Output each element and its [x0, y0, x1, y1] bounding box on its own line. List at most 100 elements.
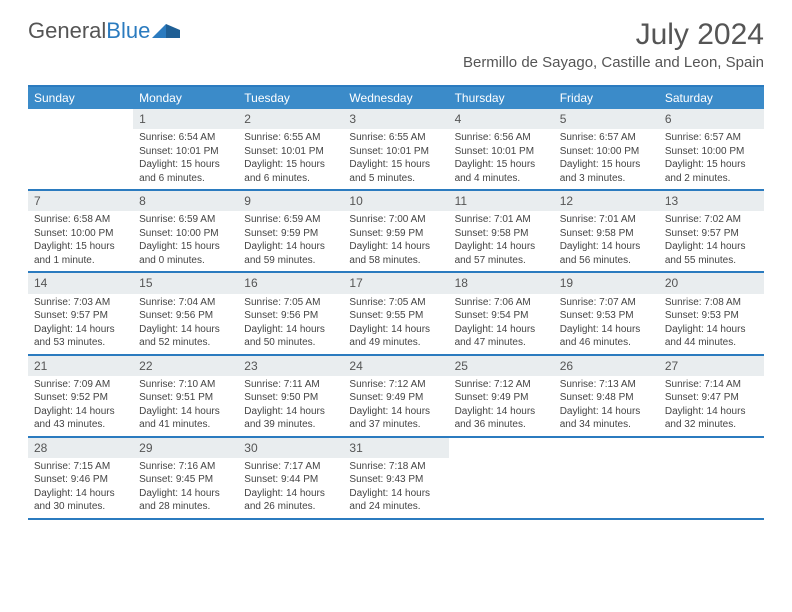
day-cell: 4Sunrise: 6:56 AMSunset: 10:01 PMDayligh… [449, 109, 554, 189]
daylight-text: Daylight: 14 hours and 50 minutes. [244, 323, 337, 350]
day-body [449, 458, 554, 464]
day-number: 10 [343, 191, 448, 211]
sunset-text: Sunset: 9:43 PM [349, 473, 442, 487]
day-cell: 8Sunrise: 6:59 AMSunset: 10:00 PMDayligh… [133, 191, 238, 271]
day-body: Sunrise: 7:07 AMSunset: 9:53 PMDaylight:… [554, 294, 659, 354]
daylight-text: Daylight: 15 hours and 1 minute. [34, 240, 127, 267]
sunset-text: Sunset: 9:48 PM [560, 391, 653, 405]
sunrise-text: Sunrise: 7:11 AM [244, 378, 337, 392]
daylight-text: Daylight: 14 hours and 56 minutes. [560, 240, 653, 267]
day-number: 7 [28, 191, 133, 211]
dow-cell: Monday [133, 87, 238, 109]
sunrise-text: Sunrise: 7:01 AM [560, 213, 653, 227]
sunset-text: Sunset: 10:00 PM [665, 145, 758, 159]
day-cell: 29Sunrise: 7:16 AMSunset: 9:45 PMDayligh… [133, 438, 238, 518]
location-subtitle: Bermillo de Sayago, Castille and Leon, S… [463, 54, 764, 71]
dow-cell: Friday [554, 87, 659, 109]
day-body: Sunrise: 6:57 AMSunset: 10:00 PMDaylight… [659, 129, 764, 189]
sunrise-text: Sunrise: 7:12 AM [455, 378, 548, 392]
daylight-text: Daylight: 15 hours and 2 minutes. [665, 158, 758, 185]
daylight-text: Daylight: 14 hours and 49 minutes. [349, 323, 442, 350]
day-cell: 2Sunrise: 6:55 AMSunset: 10:01 PMDayligh… [238, 109, 343, 189]
day-cell: 31Sunrise: 7:18 AMSunset: 9:43 PMDayligh… [343, 438, 448, 518]
dow-cell: Thursday [449, 87, 554, 109]
day-body: Sunrise: 7:13 AMSunset: 9:48 PMDaylight:… [554, 376, 659, 436]
sunset-text: Sunset: 9:53 PM [560, 309, 653, 323]
daylight-text: Daylight: 14 hours and 37 minutes. [349, 405, 442, 432]
sunset-text: Sunset: 9:57 PM [665, 227, 758, 241]
sunset-text: Sunset: 10:01 PM [455, 145, 548, 159]
day-body: Sunrise: 7:08 AMSunset: 9:53 PMDaylight:… [659, 294, 764, 354]
day-body: Sunrise: 6:55 AMSunset: 10:01 PMDaylight… [343, 129, 448, 189]
day-number: 28 [28, 438, 133, 458]
day-number: 14 [28, 273, 133, 293]
sunrise-text: Sunrise: 6:59 AM [139, 213, 232, 227]
day-cell: 7Sunrise: 6:58 AMSunset: 10:00 PMDayligh… [28, 191, 133, 271]
week-row: 1Sunrise: 6:54 AMSunset: 10:01 PMDayligh… [28, 109, 764, 191]
day-cell: 23Sunrise: 7:11 AMSunset: 9:50 PMDayligh… [238, 356, 343, 436]
sunset-text: Sunset: 9:52 PM [34, 391, 127, 405]
day-body: Sunrise: 7:12 AMSunset: 9:49 PMDaylight:… [343, 376, 448, 436]
sunrise-text: Sunrise: 7:15 AM [34, 460, 127, 474]
day-body: Sunrise: 7:15 AMSunset: 9:46 PMDaylight:… [28, 458, 133, 518]
day-number: 1 [133, 109, 238, 129]
day-number: 6 [659, 109, 764, 129]
daylight-text: Daylight: 14 hours and 39 minutes. [244, 405, 337, 432]
day-body: Sunrise: 7:02 AMSunset: 9:57 PMDaylight:… [659, 211, 764, 271]
day-body: Sunrise: 7:16 AMSunset: 9:45 PMDaylight:… [133, 458, 238, 518]
day-cell: 30Sunrise: 7:17 AMSunset: 9:44 PMDayligh… [238, 438, 343, 518]
daylight-text: Daylight: 14 hours and 57 minutes. [455, 240, 548, 267]
daylight-text: Daylight: 14 hours and 28 minutes. [139, 487, 232, 514]
sunrise-text: Sunrise: 7:00 AM [349, 213, 442, 227]
day-cell [449, 438, 554, 518]
day-number: 20 [659, 273, 764, 293]
day-number: 19 [554, 273, 659, 293]
day-number [28, 109, 133, 129]
weeks-container: 1Sunrise: 6:54 AMSunset: 10:01 PMDayligh… [28, 109, 764, 520]
sunset-text: Sunset: 9:45 PM [139, 473, 232, 487]
sunrise-text: Sunrise: 7:03 AM [34, 296, 127, 310]
daylight-text: Daylight: 14 hours and 24 minutes. [349, 487, 442, 514]
sunset-text: Sunset: 9:50 PM [244, 391, 337, 405]
title-block: July 2024 Bermillo de Sayago, Castille a… [463, 18, 764, 71]
day-cell: 3Sunrise: 6:55 AMSunset: 10:01 PMDayligh… [343, 109, 448, 189]
sunrise-text: Sunrise: 6:56 AM [455, 131, 548, 145]
daylight-text: Daylight: 14 hours and 44 minutes. [665, 323, 758, 350]
day-number: 13 [659, 191, 764, 211]
day-number: 26 [554, 356, 659, 376]
sunset-text: Sunset: 9:44 PM [244, 473, 337, 487]
daylight-text: Daylight: 14 hours and 34 minutes. [560, 405, 653, 432]
day-body: Sunrise: 7:12 AMSunset: 9:49 PMDaylight:… [449, 376, 554, 436]
header: GeneralBlue July 2024 Bermillo de Sayago… [0, 0, 792, 77]
brand-logo: GeneralBlue [28, 18, 182, 44]
day-body: Sunrise: 6:57 AMSunset: 10:00 PMDaylight… [554, 129, 659, 189]
day-cell: 21Sunrise: 7:09 AMSunset: 9:52 PMDayligh… [28, 356, 133, 436]
sunset-text: Sunset: 10:01 PM [139, 145, 232, 159]
day-number: 31 [343, 438, 448, 458]
day-body: Sunrise: 7:00 AMSunset: 9:59 PMDaylight:… [343, 211, 448, 271]
day-cell: 10Sunrise: 7:00 AMSunset: 9:59 PMDayligh… [343, 191, 448, 271]
day-number: 5 [554, 109, 659, 129]
day-body: Sunrise: 7:05 AMSunset: 9:55 PMDaylight:… [343, 294, 448, 354]
sunset-text: Sunset: 9:59 PM [349, 227, 442, 241]
day-number: 21 [28, 356, 133, 376]
day-number: 17 [343, 273, 448, 293]
calendar: SundayMondayTuesdayWednesdayThursdayFrid… [28, 85, 764, 520]
sunrise-text: Sunrise: 6:54 AM [139, 131, 232, 145]
day-number: 3 [343, 109, 448, 129]
sunrise-text: Sunrise: 7:12 AM [349, 378, 442, 392]
day-number: 8 [133, 191, 238, 211]
sunrise-text: Sunrise: 7:05 AM [244, 296, 337, 310]
sunset-text: Sunset: 9:49 PM [455, 391, 548, 405]
day-cell [28, 109, 133, 189]
daylight-text: Daylight: 15 hours and 6 minutes. [244, 158, 337, 185]
daylight-text: Daylight: 14 hours and 30 minutes. [34, 487, 127, 514]
daylight-text: Daylight: 15 hours and 4 minutes. [455, 158, 548, 185]
day-number: 15 [133, 273, 238, 293]
sunrise-text: Sunrise: 7:02 AM [665, 213, 758, 227]
day-cell: 15Sunrise: 7:04 AMSunset: 9:56 PMDayligh… [133, 273, 238, 353]
day-body: Sunrise: 7:06 AMSunset: 9:54 PMDaylight:… [449, 294, 554, 354]
day-body: Sunrise: 7:18 AMSunset: 9:43 PMDaylight:… [343, 458, 448, 518]
day-cell [554, 438, 659, 518]
day-number [554, 438, 659, 458]
